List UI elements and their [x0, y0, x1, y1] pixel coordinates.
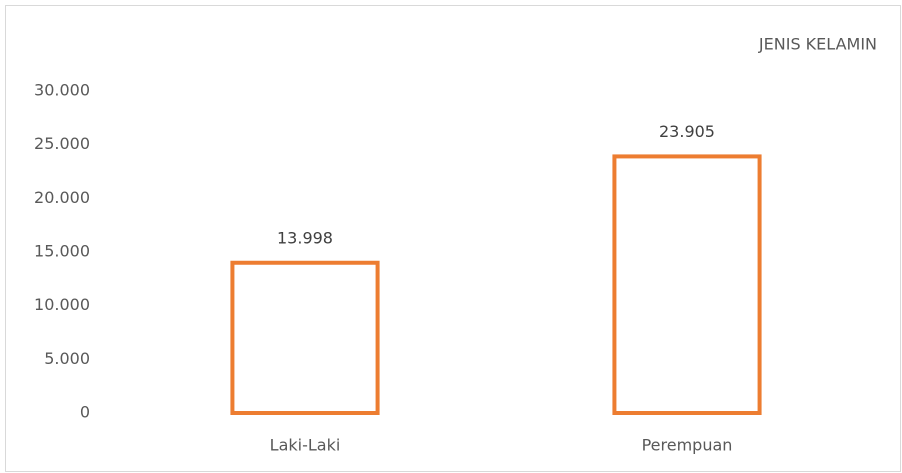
- data-label: 13.998: [277, 228, 333, 247]
- y-tick-label: 0: [80, 403, 90, 422]
- y-tick-label: 20.000: [34, 188, 90, 207]
- y-tick-label: 30.000: [34, 81, 90, 100]
- y-tick-label: 5.000: [44, 349, 90, 368]
- x-tick-label: Perempuan: [642, 436, 733, 455]
- chart-border: [5, 5, 901, 472]
- bar: [230, 260, 380, 415]
- bar: [612, 154, 762, 415]
- x-tick-label: Laki-Laki: [270, 436, 341, 455]
- y-tick-label: 15.000: [34, 242, 90, 261]
- chart-title: JENIS KELAMIN: [758, 35, 877, 54]
- y-tick-label: 10.000: [34, 295, 90, 314]
- data-label: 23.905: [659, 122, 715, 141]
- y-tick-label: 25.000: [34, 134, 90, 153]
